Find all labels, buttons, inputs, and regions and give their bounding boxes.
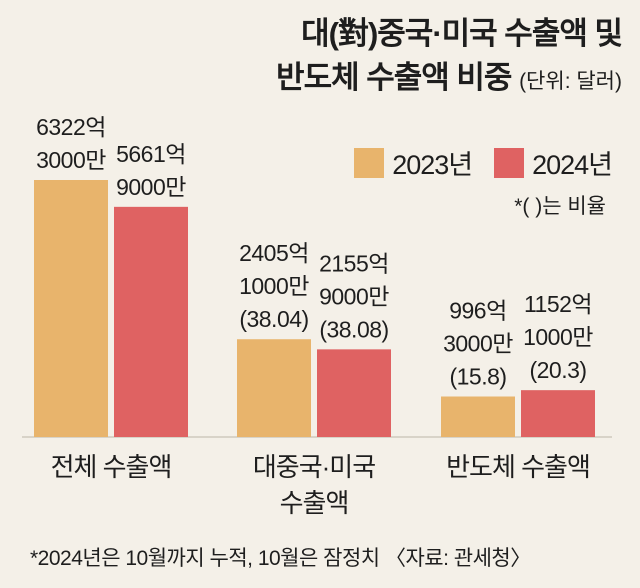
legend-label-2024: 2024년 (532, 150, 613, 180)
data-label-2-0-0: 996억 (449, 298, 507, 324)
data-label-1-0-0: 2405억 (239, 240, 309, 266)
unit-label: (단위: 달러) (519, 70, 622, 93)
category-label-1-1: 수출액 (280, 488, 349, 518)
title-line-2-text: 반도체 수출액 비중 (276, 60, 512, 95)
data-label-0-1-1: 9000만 (116, 174, 186, 200)
bar-2-1 (521, 390, 595, 437)
data-label-0-0-1: 3000만 (36, 147, 106, 173)
data-label-2-1-0: 1152억 (524, 291, 592, 317)
data-label-1-0-2: (38.04) (239, 306, 308, 332)
data-label-0-0-0: 6322억 (36, 114, 106, 140)
legend-swatch-2023 (354, 147, 385, 178)
bar-1-0 (237, 339, 311, 437)
legend: 2023년 2024년 (332, 143, 613, 182)
bar-0-1 (114, 206, 188, 437)
data-label-1-1-2: (38.08) (319, 316, 388, 342)
data-label-1-0-1: 1000만 (239, 273, 309, 299)
data-label-2-0-1: 3000만 (443, 331, 513, 357)
legend-label-2023: 2023년 (392, 150, 473, 180)
ratio-note: *( )는 비율 (514, 195, 606, 218)
data-label-1-1-0: 2155억 (319, 250, 389, 276)
legend-item-2023: 2023년 (354, 143, 473, 182)
legend-swatch-2024 (494, 147, 525, 178)
footnote: *2024년은 10월까지 누적, 10월은 잠정치 〈자료: 관세청〉 (30, 547, 531, 570)
category-label-1-0: 대중국·미국 (253, 452, 375, 482)
data-label-2-1-2: (20.3) (529, 357, 586, 383)
data-label-2-0-2: (15.8) (449, 364, 506, 390)
data-label-0-1-0: 5661억 (116, 141, 186, 167)
data-label-2-1-1: 1000만 (523, 324, 593, 350)
bar-1-1 (317, 349, 391, 437)
bar-2-0 (441, 396, 515, 437)
data-label-1-1-1: 9000만 (319, 283, 389, 309)
bar-0-0 (34, 180, 108, 437)
title-line-2: 반도체 수출액 비중 (단위: 달러) (276, 56, 622, 104)
category-label-0-0: 전체 수출액 (51, 452, 172, 482)
category-label-2-0: 반도체 수출액 (446, 452, 590, 482)
legend-item-2024: 2024년 (494, 143, 613, 182)
chart-title: 대(對)중국·미국 수출액 및 반도체 수출액 비중 (단위: 달러) (276, 12, 623, 104)
title-line-1: 대(對)중국·미국 수출액 및 (301, 16, 623, 51)
